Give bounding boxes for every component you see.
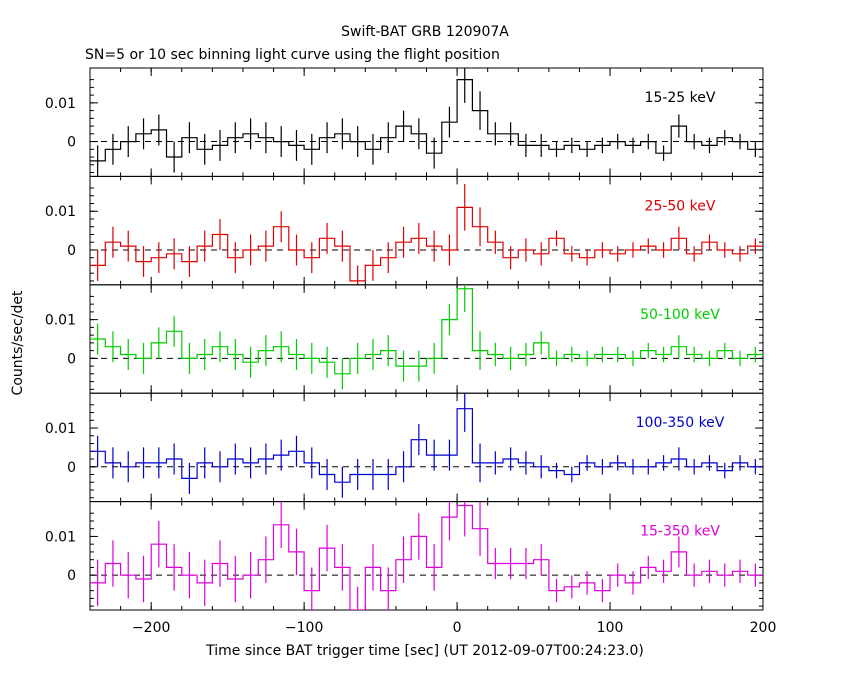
y-tick-label: 0.01	[45, 96, 76, 112]
x-tick-label: −200	[132, 620, 170, 636]
y-tick-label: 0.01	[45, 529, 76, 545]
step-line	[90, 288, 763, 375]
band-label: 50-100 keV	[640, 307, 720, 323]
series-0	[90, 68, 763, 177]
panel-15-25-kev: 0 0.01 15-25 keV	[45, 67, 764, 177]
series-2	[90, 284, 763, 390]
panels-group: 0 0.01 15-25 keV 0 0.01 25-50 keV 0 0.01 50-100 …	[45, 67, 777, 636]
panel-frame	[89, 67, 764, 177]
panel-100-350-kev: 0 0.01 100-350 keV	[45, 392, 764, 503]
panel-frame	[89, 284, 764, 394]
y-tick-label: 0	[67, 135, 76, 151]
panel-15-350-kev: 0 0.01 15-350 keV −200 −100 0 100 200	[45, 501, 777, 636]
step-line	[90, 206, 763, 282]
chart-subtitle: SN=5 or 10 sec binning light curve using…	[85, 47, 500, 63]
panel-50-100-kev: 0 0.01 50-100 keV	[45, 284, 764, 394]
y-tick-label: 0	[67, 460, 76, 476]
y-tick-label: 0	[67, 351, 76, 367]
series-3	[90, 393, 763, 498]
x-tick-label: 0	[453, 620, 462, 636]
y-tick-label: 0	[67, 243, 76, 259]
series-4	[90, 501, 763, 611]
panel-frame	[89, 175, 764, 286]
y-tick-label: 0	[67, 568, 76, 584]
band-label: 15-25 keV	[645, 90, 716, 106]
series-1	[90, 184, 763, 285]
y-tick-label: 0.01	[45, 313, 76, 329]
band-label: 25-50 keV	[645, 198, 716, 214]
y-tick-label: 0.01	[45, 204, 76, 220]
y-axis-label: Counts/sec/det	[10, 290, 26, 395]
step-line	[90, 504, 763, 611]
band-label: 15-350 keV	[640, 524, 720, 540]
x-tick-label: 100	[597, 620, 624, 636]
band-label: 100-350 keV	[636, 415, 725, 431]
x-axis-label: Time since BAT trigger time [sec] (UT 20…	[205, 643, 644, 659]
y-tick-label: 0.01	[45, 421, 76, 437]
x-tick-label: −100	[285, 620, 323, 636]
x-tick-label: 200	[750, 620, 777, 636]
chart-title: Swift-BAT GRB 120907A	[341, 24, 509, 40]
panel-25-50-kev: 0 0.01 25-50 keV	[45, 175, 764, 286]
